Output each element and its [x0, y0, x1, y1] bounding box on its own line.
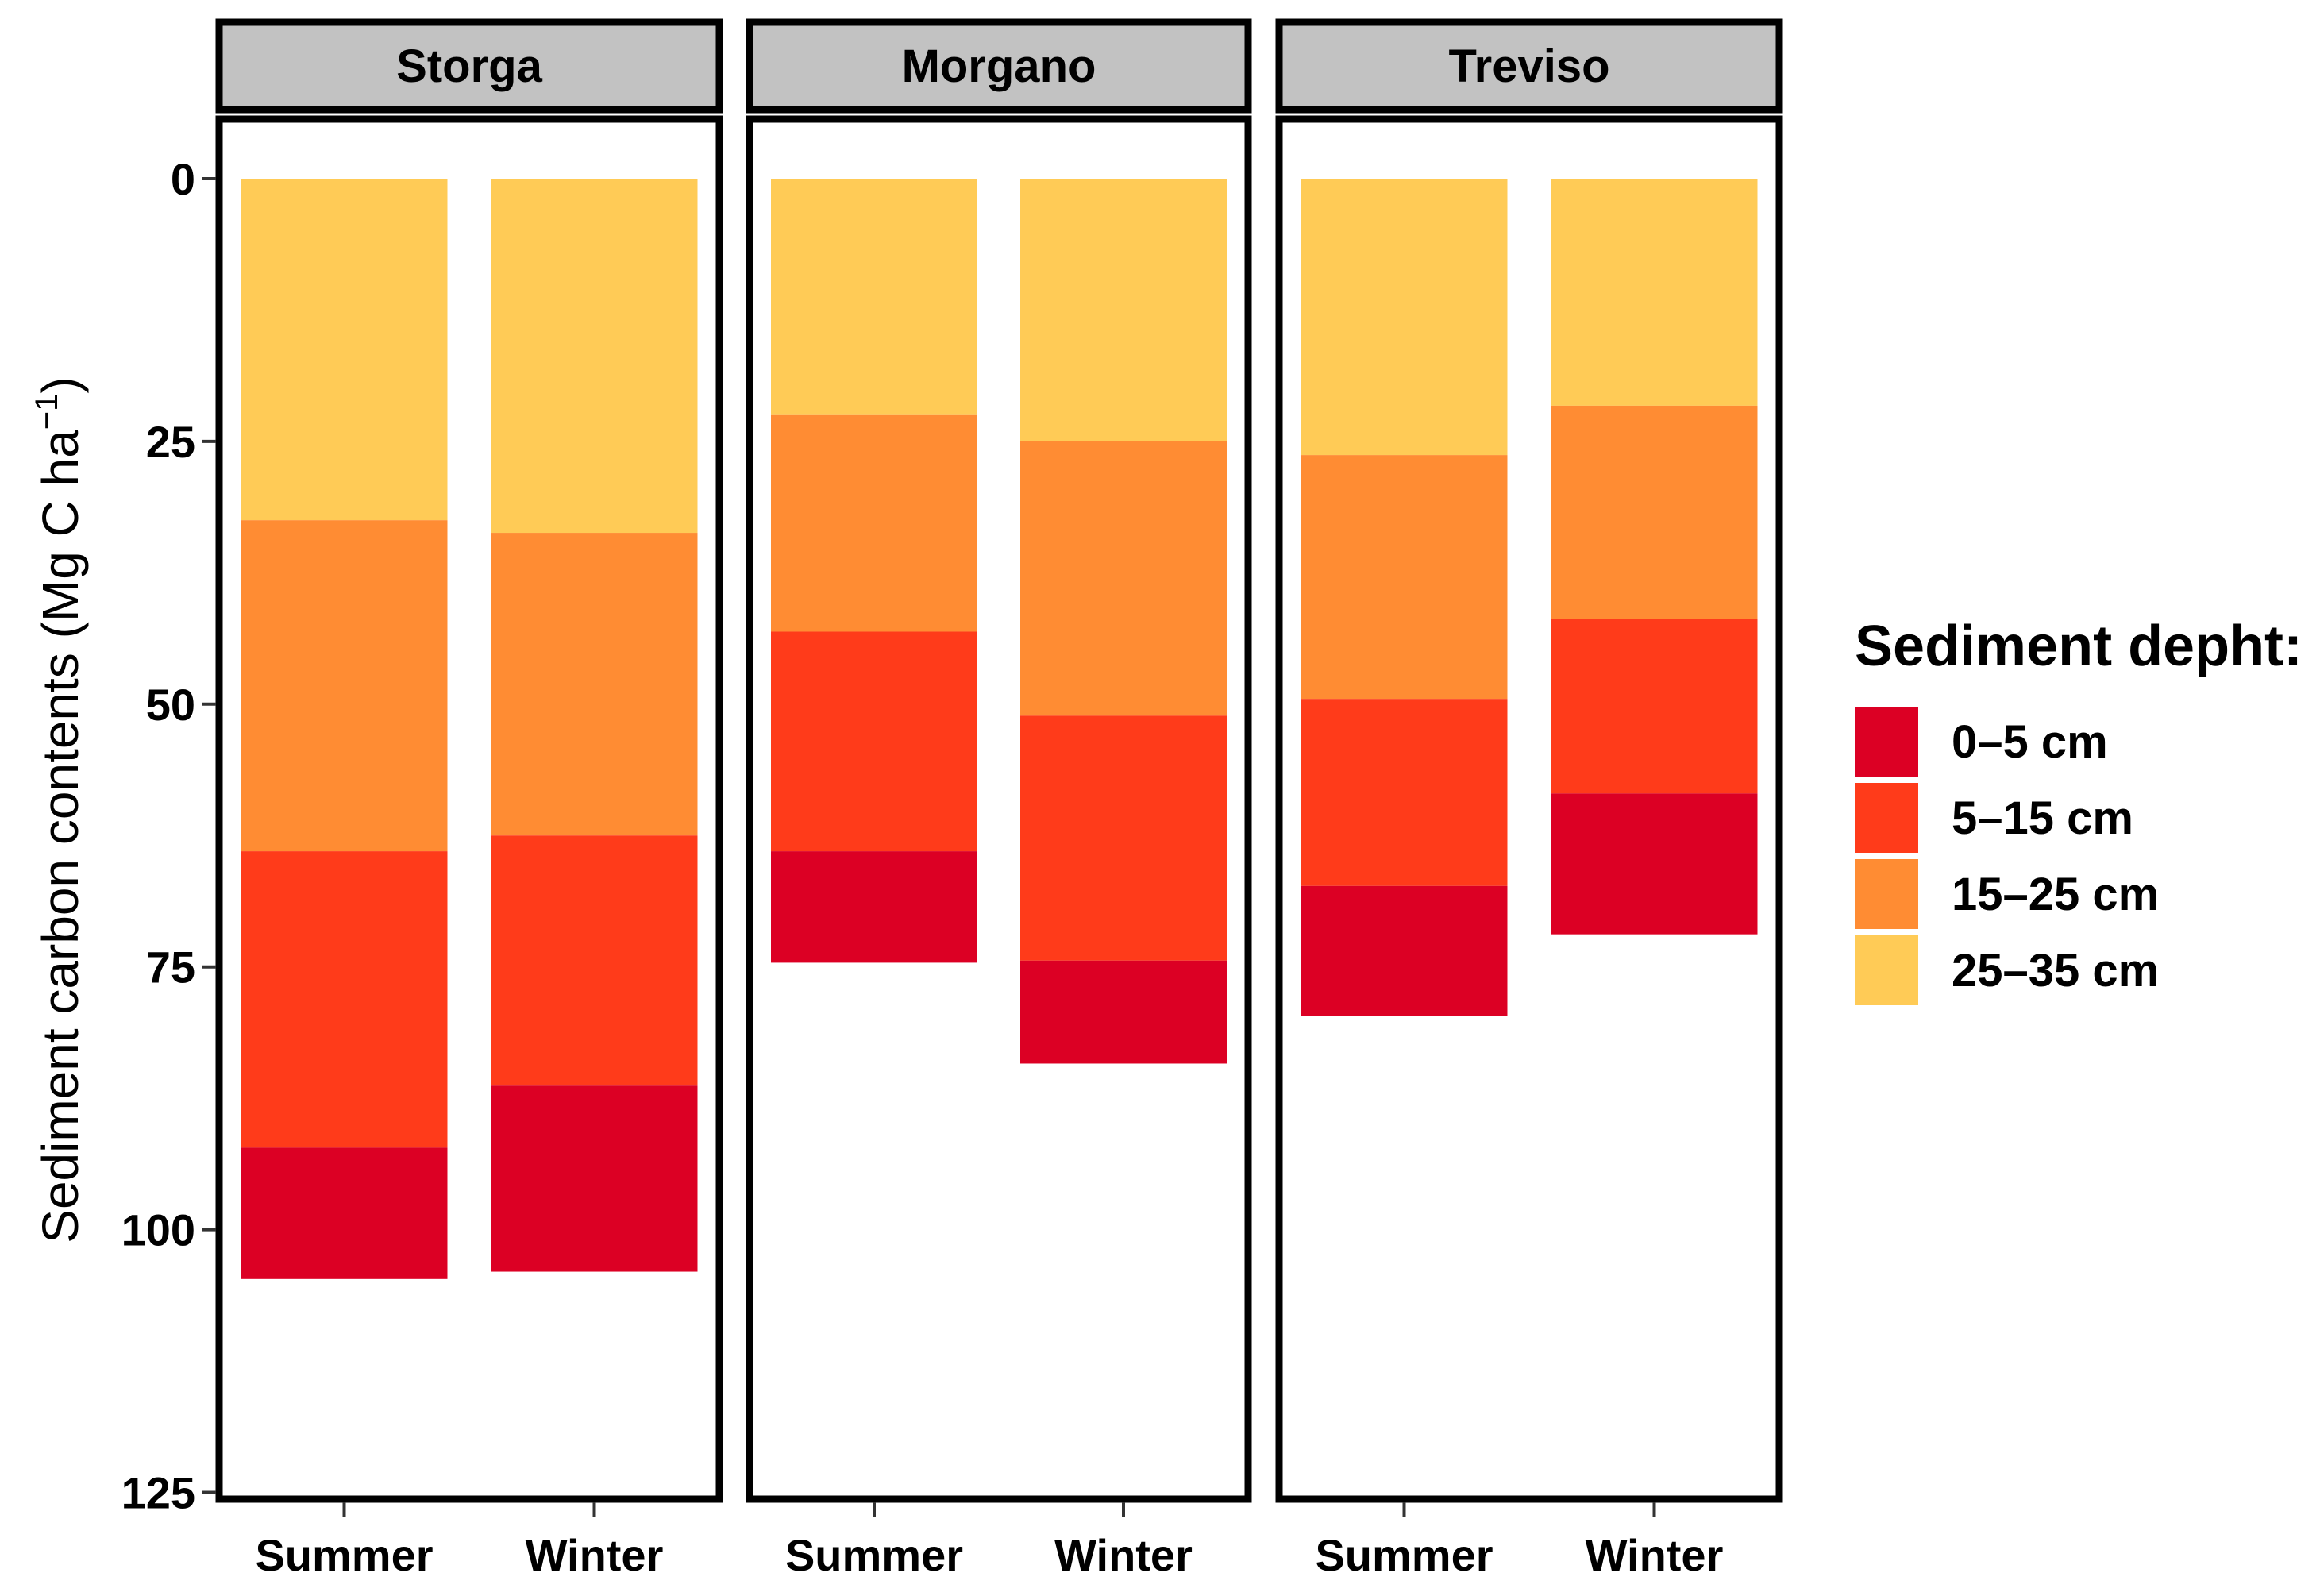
bar-treviso-winter-15-25-cm — [1551, 405, 1758, 619]
bar-treviso-winter-0-5-cm — [1551, 793, 1758, 935]
legend-key-5-15-cm — [1855, 783, 1918, 853]
legend: Sediment depht: 0–5 cm 5–15 cm 15–25 cm 25–3… — [1855, 615, 2303, 1005]
bar-storga-winter-5-15-cm — [491, 835, 698, 1086]
panels: Storga Morgano Treviso — [219, 22, 1779, 1499]
y-tick-label-100: 100 — [121, 1205, 195, 1255]
axes: Summer Winter Summer Winter Summer Winter 0 25 5… — [29, 154, 1723, 1580]
x-tick-label-morgano-summer: Summer — [785, 1530, 963, 1580]
legend-label-5-15-cm: 5–15 cm — [1952, 792, 2133, 844]
bar-morgano-summer-5-15-cm — [771, 631, 977, 852]
legend-title: Sediment depht: — [1855, 615, 2303, 678]
y-axis-title-close: ) — [32, 376, 89, 393]
y-tick-label-75: 75 — [146, 943, 195, 993]
bar-morgano-winter-25-35-cm — [1020, 179, 1227, 441]
x-tick-label-storga-winter: Winter — [526, 1530, 664, 1580]
bar-treviso-summer-0-5-cm — [1301, 885, 1508, 1016]
facet-label-morgano: Morgano — [902, 40, 1096, 92]
bar-storga-winter-25-35-cm — [491, 179, 698, 534]
bar-storga-summer-5-15-cm — [241, 851, 448, 1148]
bar-treviso-winter-5-15-cm — [1551, 619, 1758, 794]
legend-label-15-25-cm: 15–25 cm — [1952, 869, 2159, 920]
facet-strip-border-treviso — [1275, 18, 1783, 114]
bar-morgano-summer-0-5-cm — [771, 851, 977, 963]
bar-morgano-winter-5-15-cm — [1020, 715, 1227, 961]
x-tick-label-treviso-winter: Winter — [1586, 1530, 1724, 1580]
x-tick-label-morgano-winter: Winter — [1054, 1530, 1193, 1580]
panel-border-treviso — [1275, 115, 1783, 1503]
bar-treviso-summer-15-25-cm — [1301, 455, 1508, 700]
bar-storga-summer-15-25-cm — [241, 520, 448, 852]
y-tick-label-125: 125 — [121, 1468, 195, 1518]
bar-morgano-winter-15-25-cm — [1020, 441, 1227, 716]
x-tick-label-treviso-summer: Summer — [1315, 1530, 1493, 1580]
legend-key-25-35-cm — [1855, 935, 1918, 1005]
bar-storga-summer-25-35-cm — [241, 179, 448, 521]
panel-frames — [215, 18, 1783, 1503]
bar-morgano-summer-15-25-cm — [771, 414, 977, 632]
bar-storga-summer-0-5-cm — [241, 1147, 448, 1279]
y-tick-label-25: 25 — [146, 417, 195, 467]
facet-strip-border-storga — [215, 18, 723, 114]
facet-strip-morgano — [750, 22, 1248, 110]
y-axis-title: Sediment carbon contents (Mg C ha−1) — [29, 376, 89, 1243]
legend-key-15-25-cm — [1855, 859, 1918, 929]
y-axis-title-main: Sediment carbon contents (Mg C ha — [32, 430, 89, 1243]
bar-morgano-winter-0-5-cm — [1020, 960, 1227, 1064]
legend-label-0-5-cm: 0–5 cm — [1952, 716, 2108, 768]
x-tick-label-storga-summer: Summer — [255, 1530, 433, 1580]
panel-border-storga — [215, 115, 723, 1503]
y-tick-label-50: 50 — [146, 680, 195, 730]
facet-strip-treviso — [1279, 22, 1779, 110]
y-axis-title-superscript: −1 — [29, 394, 64, 430]
panel-border-morgano — [746, 115, 1252, 1503]
bar-storga-winter-15-25-cm — [491, 533, 698, 836]
facet-label-treviso: Treviso — [1448, 40, 1609, 92]
legend-label-25-35-cm: 25–35 cm — [1952, 945, 2159, 997]
bars — [241, 179, 1758, 1279]
bar-treviso-summer-5-15-cm — [1301, 699, 1508, 886]
bar-storga-winter-0-5-cm — [491, 1085, 698, 1272]
facet-strip-border-morgano — [746, 18, 1252, 114]
bar-treviso-summer-25-35-cm — [1301, 179, 1508, 456]
facet-strip-storga — [219, 22, 719, 110]
y-tick-label-0: 0 — [171, 154, 195, 204]
legend-key-0-5-cm — [1855, 707, 1918, 777]
bar-treviso-winter-25-35-cm — [1551, 179, 1758, 406]
facet-label-storga: Storga — [396, 40, 542, 92]
bar-morgano-summer-25-35-cm — [771, 179, 977, 415]
